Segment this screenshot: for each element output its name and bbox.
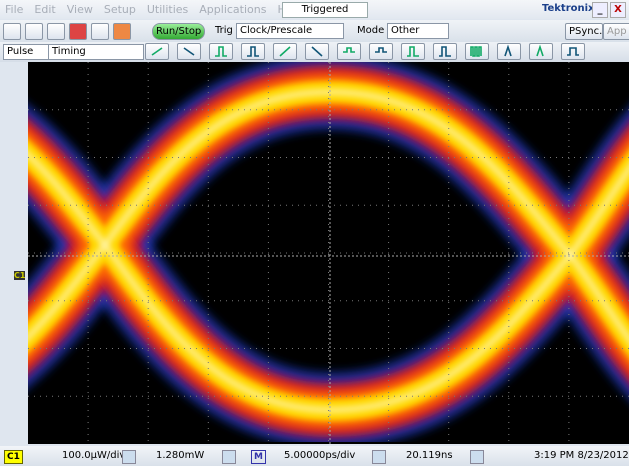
trigger-type-button[interactable] [273,43,297,60]
channel-marker: C1 [14,271,25,280]
trigger-type-button[interactable] [305,43,329,60]
trigger-status: Triggered [282,2,368,18]
trigger-type-button[interactable] [529,43,553,60]
trigger-type-button[interactable] [369,43,393,60]
status-bar: C1 100.0µW/div 1.280mW M 5.00000ps/div 2… [0,446,629,466]
scope-window: FileEditViewSetupUtilitiesApplicationsHe… [0,0,629,466]
trigger-type-button[interactable] [145,43,169,60]
trigger-toolbar: Pulse Timing [0,42,629,62]
math-badge[interactable]: M [251,450,266,464]
menu-item[interactable]: Utilities [147,3,188,16]
timing-dropdown[interactable]: Timing [48,44,144,60]
icon-button[interactable] [47,23,65,40]
scope-display [28,62,629,444]
mode-dropdown[interactable]: Other [387,23,449,39]
pulse-dropdown[interactable]: Pulse [3,44,49,60]
trigger-type-button[interactable] [561,43,585,60]
menu-item[interactable]: View [67,3,93,16]
trigger-type-button[interactable] [241,43,265,60]
menu-item[interactable]: Edit [34,3,55,16]
icon-button[interactable] [113,23,131,40]
app-button[interactable]: App [603,23,629,40]
trigger-type-button[interactable] [177,43,201,60]
icon-button[interactable] [25,23,43,40]
menu-item[interactable]: File [5,3,23,16]
trigger-type-button[interactable] [337,43,361,60]
toolbar: Run/Stop Trig Clock/Prescale Mode Other … [0,20,629,42]
mode-label: Mode [357,24,384,38]
icon[interactable] [122,450,136,464]
icon[interactable] [470,450,484,464]
brand: Tektronix [542,3,595,14]
position: 20.119ns [406,446,453,466]
icon-button[interactable] [91,23,109,40]
psync-button[interactable]: PSync... [565,23,603,40]
trigger-type-button[interactable] [465,43,489,60]
clock: 3:19 PM 8/23/2012 [534,446,629,466]
minimize-button[interactable]: _ [592,2,608,18]
channel-badge[interactable]: C1 [4,450,23,464]
trigger-type-button[interactable] [209,43,233,60]
run-stop-button[interactable]: Run/Stop [152,23,205,40]
vertical-scale: 100.0µW/div [62,446,125,466]
trig-dropdown[interactable]: Clock/Prescale [236,23,344,39]
close-button[interactable]: X [610,2,626,18]
trigger-type-button[interactable] [497,43,521,60]
trigger-type-button[interactable] [401,43,425,60]
menu-item[interactable]: Setup [104,3,136,16]
trig-label: Trig [215,24,233,38]
menu-item[interactable]: Applications [199,3,266,16]
horizontal-scale: 5.00000ps/div [284,446,355,466]
offset: 1.280mW [156,446,204,466]
icon[interactable] [222,450,236,464]
icon[interactable] [372,450,386,464]
icon-button[interactable] [69,23,87,40]
eye-diagram [28,62,629,444]
icon-button[interactable] [3,23,21,40]
trigger-type-button[interactable] [433,43,457,60]
